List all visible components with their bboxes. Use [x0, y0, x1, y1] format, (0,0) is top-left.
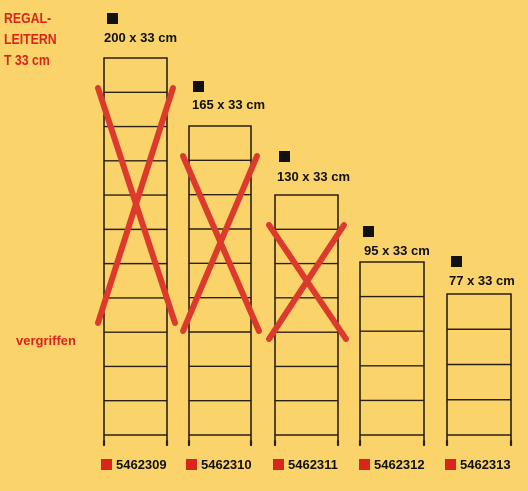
size-marker-icon — [451, 256, 462, 267]
title-line-3: T 33 cm — [4, 52, 50, 69]
size-marker-icon — [363, 226, 374, 237]
sold-out-label: vergriffen — [16, 333, 76, 348]
article-marker-icon — [273, 459, 284, 470]
ladder-size-label: 77 x 33 cm — [449, 273, 515, 288]
article-marker-icon — [445, 459, 456, 470]
title-line-2: LEITERN — [4, 31, 57, 48]
sold-out-cross-stroke — [95, 85, 176, 326]
sold-out-cross-stroke — [266, 222, 347, 342]
article-number: 5462309 — [101, 457, 167, 472]
title-line-1: REGAL- — [4, 10, 52, 27]
ladder-size-label: 130 x 33 cm — [277, 169, 351, 184]
ladder-size-label: 95 x 33 cm — [364, 243, 430, 258]
ladder-size-label: 165 x 33 cm — [192, 97, 266, 112]
size-marker-icon — [279, 151, 290, 162]
size-marker-icon — [107, 13, 118, 24]
size-marker-icon — [193, 81, 204, 92]
article-number: 5462311 — [273, 457, 338, 472]
article-marker-icon — [186, 459, 197, 470]
article-marker-icon — [101, 459, 112, 470]
article-number: 5462313 — [445, 457, 511, 472]
article-marker-icon — [359, 459, 370, 470]
sold-out-cross-stroke — [180, 153, 260, 334]
page-title: REGAL- LEITERN T 33 cm — [4, 8, 57, 71]
ladder-size-label: 200 x 33 cm — [104, 30, 178, 45]
article-number: 5462310 — [186, 457, 252, 472]
article-number: 5462312 — [359, 457, 425, 472]
